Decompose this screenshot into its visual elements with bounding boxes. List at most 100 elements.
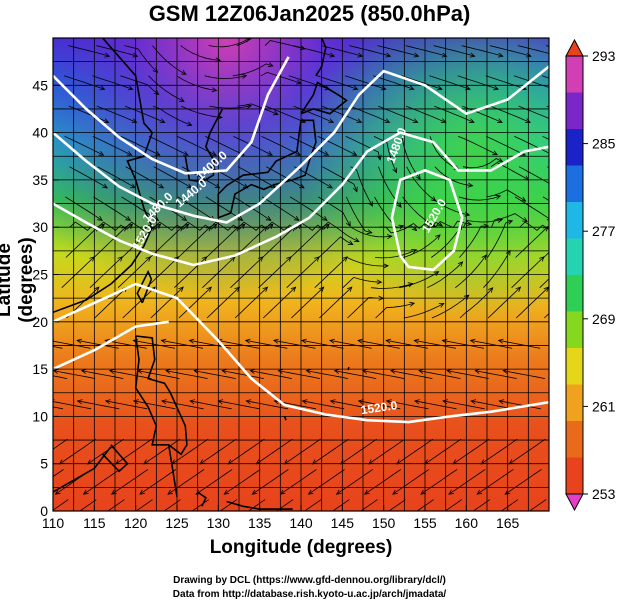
colorbar-segment [566,457,583,495]
streamline-arrowhead [335,489,342,495]
streamline [364,469,402,495]
streamline [514,196,549,219]
streamline [461,45,503,57]
streamline [317,136,357,156]
streamline [177,196,215,221]
streamline-arrowhead [183,223,190,229]
streamline [306,370,349,379]
streamline [258,256,292,288]
streamline [528,499,547,511]
colorbar-bottom-arrow [565,493,584,512]
streamline [291,286,324,319]
streamline-arrowhead [441,338,448,344]
map-title: GSM 12Z06Jan2025 (850.0hPa) [148,1,471,26]
streamline-arrowhead [482,520,487,524]
x-tick-label: 150 [372,515,396,531]
streamline-arrowhead [267,62,274,68]
streamline-arrowhead [464,211,471,217]
streamline-arrowhead [298,183,305,189]
x-tick-label: 155 [413,515,437,531]
streamline [373,136,397,173]
streamline-arrowhead [237,215,244,221]
streamline [261,136,301,156]
streamline-arrowhead [160,399,167,405]
streamline [178,286,212,319]
streamline-arrowhead [189,399,196,405]
streamline-arrowhead [301,399,308,405]
streamline [210,221,246,231]
streamline-arrowhead [244,338,251,344]
height-contour [53,65,549,224]
streamline-arrowhead [481,254,487,261]
streamline [206,226,240,258]
streamline [332,499,350,511]
streamline-arrowhead [154,151,161,156]
streamline [403,234,441,258]
streamline [53,438,68,450]
streamline [65,226,99,258]
streamline-arrowhead [356,118,363,123]
streamline [321,105,362,123]
streamline [145,256,179,288]
streamline [96,105,137,123]
coastline [283,416,287,421]
y-tick-label: 35 [32,172,48,188]
streamline-arrowhead [376,154,382,161]
streamline-arrowhead [215,57,222,63]
data-source-credit: Data from http://database.rish.kyoto-u.a… [172,589,447,600]
streamline [336,469,374,495]
streamline-arrowhead [182,151,189,156]
streamline-arrowhead [245,399,252,405]
coastline [53,38,154,314]
streamline-arrowhead [366,229,373,235]
streamline [434,166,473,187]
streamline-arrowhead [520,196,527,202]
streamline-arrowhead [380,85,387,91]
streamline-arrowhead [469,52,476,58]
streamline-arrowhead [392,167,398,174]
streamline-arrowhead [116,520,121,524]
streamline [252,469,289,495]
streamline [490,162,529,181]
streamline-arrowhead [525,118,531,123]
streamline [105,340,147,349]
streamline-arrowhead [125,215,132,221]
streamline-arrowhead [186,183,193,189]
streamline [377,105,418,123]
coastline [217,119,317,219]
streamline [515,226,549,258]
streamline-arrowhead [322,215,328,221]
streamline-arrowhead [277,368,284,374]
streamline [260,71,302,84]
height-contour [53,320,169,371]
streamline-arrowhead [242,183,249,189]
streamline-arrowhead [158,183,165,189]
streamline [227,438,265,465]
streamline [504,469,542,495]
streamline-arrowhead [82,489,89,495]
streamline [121,196,159,221]
streamline-arrowhead [408,85,415,91]
streamline-arrowhead [217,399,224,405]
x-tick-label: 140 [289,515,313,531]
colorbar-segment [566,92,583,130]
streamline [152,105,192,126]
streamline [53,370,96,379]
streamline-arrowhead [58,459,65,465]
streamline [402,196,436,228]
streamline-arrowhead [433,271,440,277]
streamline-arrowhead [352,85,359,91]
streamline-arrowhead [178,97,185,102]
streamline-arrowhead [295,151,302,156]
streamline-arrowhead [227,459,234,465]
streamline-arrowhead [487,287,494,293]
y-tick-label: 20 [32,314,48,330]
streamline-arrowhead [483,223,490,229]
streamline [190,400,232,410]
streamline-arrowhead [352,186,358,193]
streamline-arrowhead [165,368,171,374]
streamline [345,136,381,160]
streamline [152,45,187,75]
streamline-arrowhead [210,151,217,156]
streamline-arrowhead [241,74,248,79]
